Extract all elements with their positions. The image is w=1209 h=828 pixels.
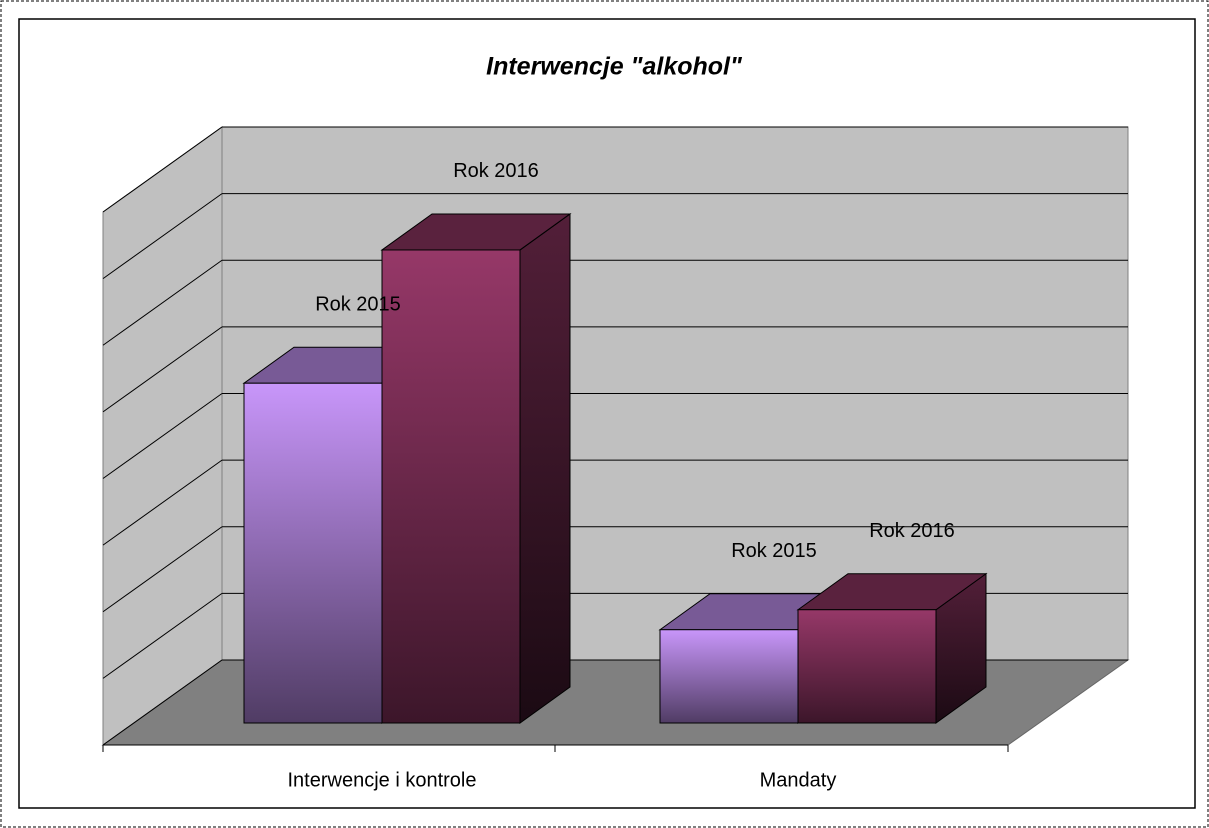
x-tick-label: Interwencje i kontrole (288, 769, 477, 791)
chart-title: Interwencje "alkohol" (486, 53, 743, 81)
grid-line (102, 126, 223, 213)
grid-line (102, 393, 223, 479)
grid-line (102, 326, 223, 413)
grid-line (102, 193, 223, 280)
bar (381, 249, 521, 724)
grid-line (102, 459, 223, 546)
data-label: Rok 2015 (731, 540, 817, 562)
x-tick-label: Mandaty (760, 769, 837, 791)
data-label: Rok 2016 (869, 520, 955, 542)
data-label: Rok 2015 (315, 293, 401, 315)
grid-line (102, 526, 223, 613)
grid-line (102, 259, 223, 346)
grid-line (102, 659, 223, 746)
bar (243, 382, 383, 724)
bar-side (519, 212, 571, 724)
data-label: Rok 2016 (453, 160, 539, 182)
bar (797, 609, 937, 724)
bar (659, 629, 799, 724)
grid-line (102, 592, 223, 679)
